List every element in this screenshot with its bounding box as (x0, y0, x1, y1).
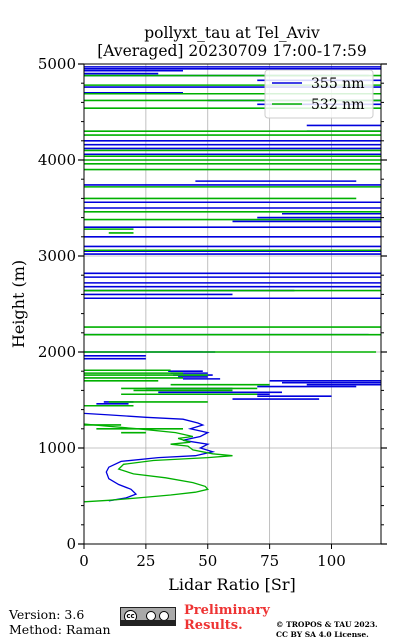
copyright-line2: CC BY SA 4.0 License. (276, 630, 369, 639)
y-tick-label: 5000 (38, 55, 76, 73)
legend: 355 nm 532 nm (264, 69, 374, 119)
plot-frame (83, 63, 382, 545)
cc-by-sa-icon: cc (120, 607, 176, 626)
preliminary-notice: Preliminary Results. (184, 603, 270, 633)
x-tick-label: 100 (317, 552, 346, 570)
copyright-line1: © TROPOS & TAU 2023. (276, 620, 378, 629)
series-lines (84, 66, 381, 503)
copyright-notice: © TROPOS & TAU 2023. CC BY SA 4.0 Licens… (276, 620, 378, 640)
preliminary-line1: Preliminary (184, 603, 270, 618)
y-tick-label: 2000 (38, 343, 76, 361)
y-tick-label: 3000 (38, 247, 76, 265)
x-axis-label: Lidar Ratio [Sr] (168, 575, 296, 594)
series-355-profile (84, 412, 216, 502)
x-tick-label: 0 (79, 552, 89, 570)
x-tick-label: 75 (260, 552, 279, 570)
legend-label-532: 532 nm (311, 97, 364, 113)
chart-subtitle: [Averaged] 20230709 17:00-17:59 (97, 42, 367, 60)
legend-box (264, 69, 374, 119)
preliminary-line2: Results. (184, 618, 243, 633)
legend-label-355: 355 nm (311, 76, 364, 92)
x-tick-label: 25 (136, 552, 155, 570)
x-tick-label: 50 (198, 552, 217, 570)
method-text: Method: Raman (9, 622, 111, 637)
y-tick-label: 1000 (38, 439, 76, 457)
version-text: Version: 3.6 (9, 607, 85, 622)
chart-title: pollyxt_tau at Tel_Aviv (144, 24, 320, 42)
y-tick-label: 0 (66, 535, 76, 553)
series-532-profile (84, 423, 233, 503)
y-tick-label: 4000 (38, 151, 76, 169)
y-axis-label: Height (m) (9, 260, 28, 348)
